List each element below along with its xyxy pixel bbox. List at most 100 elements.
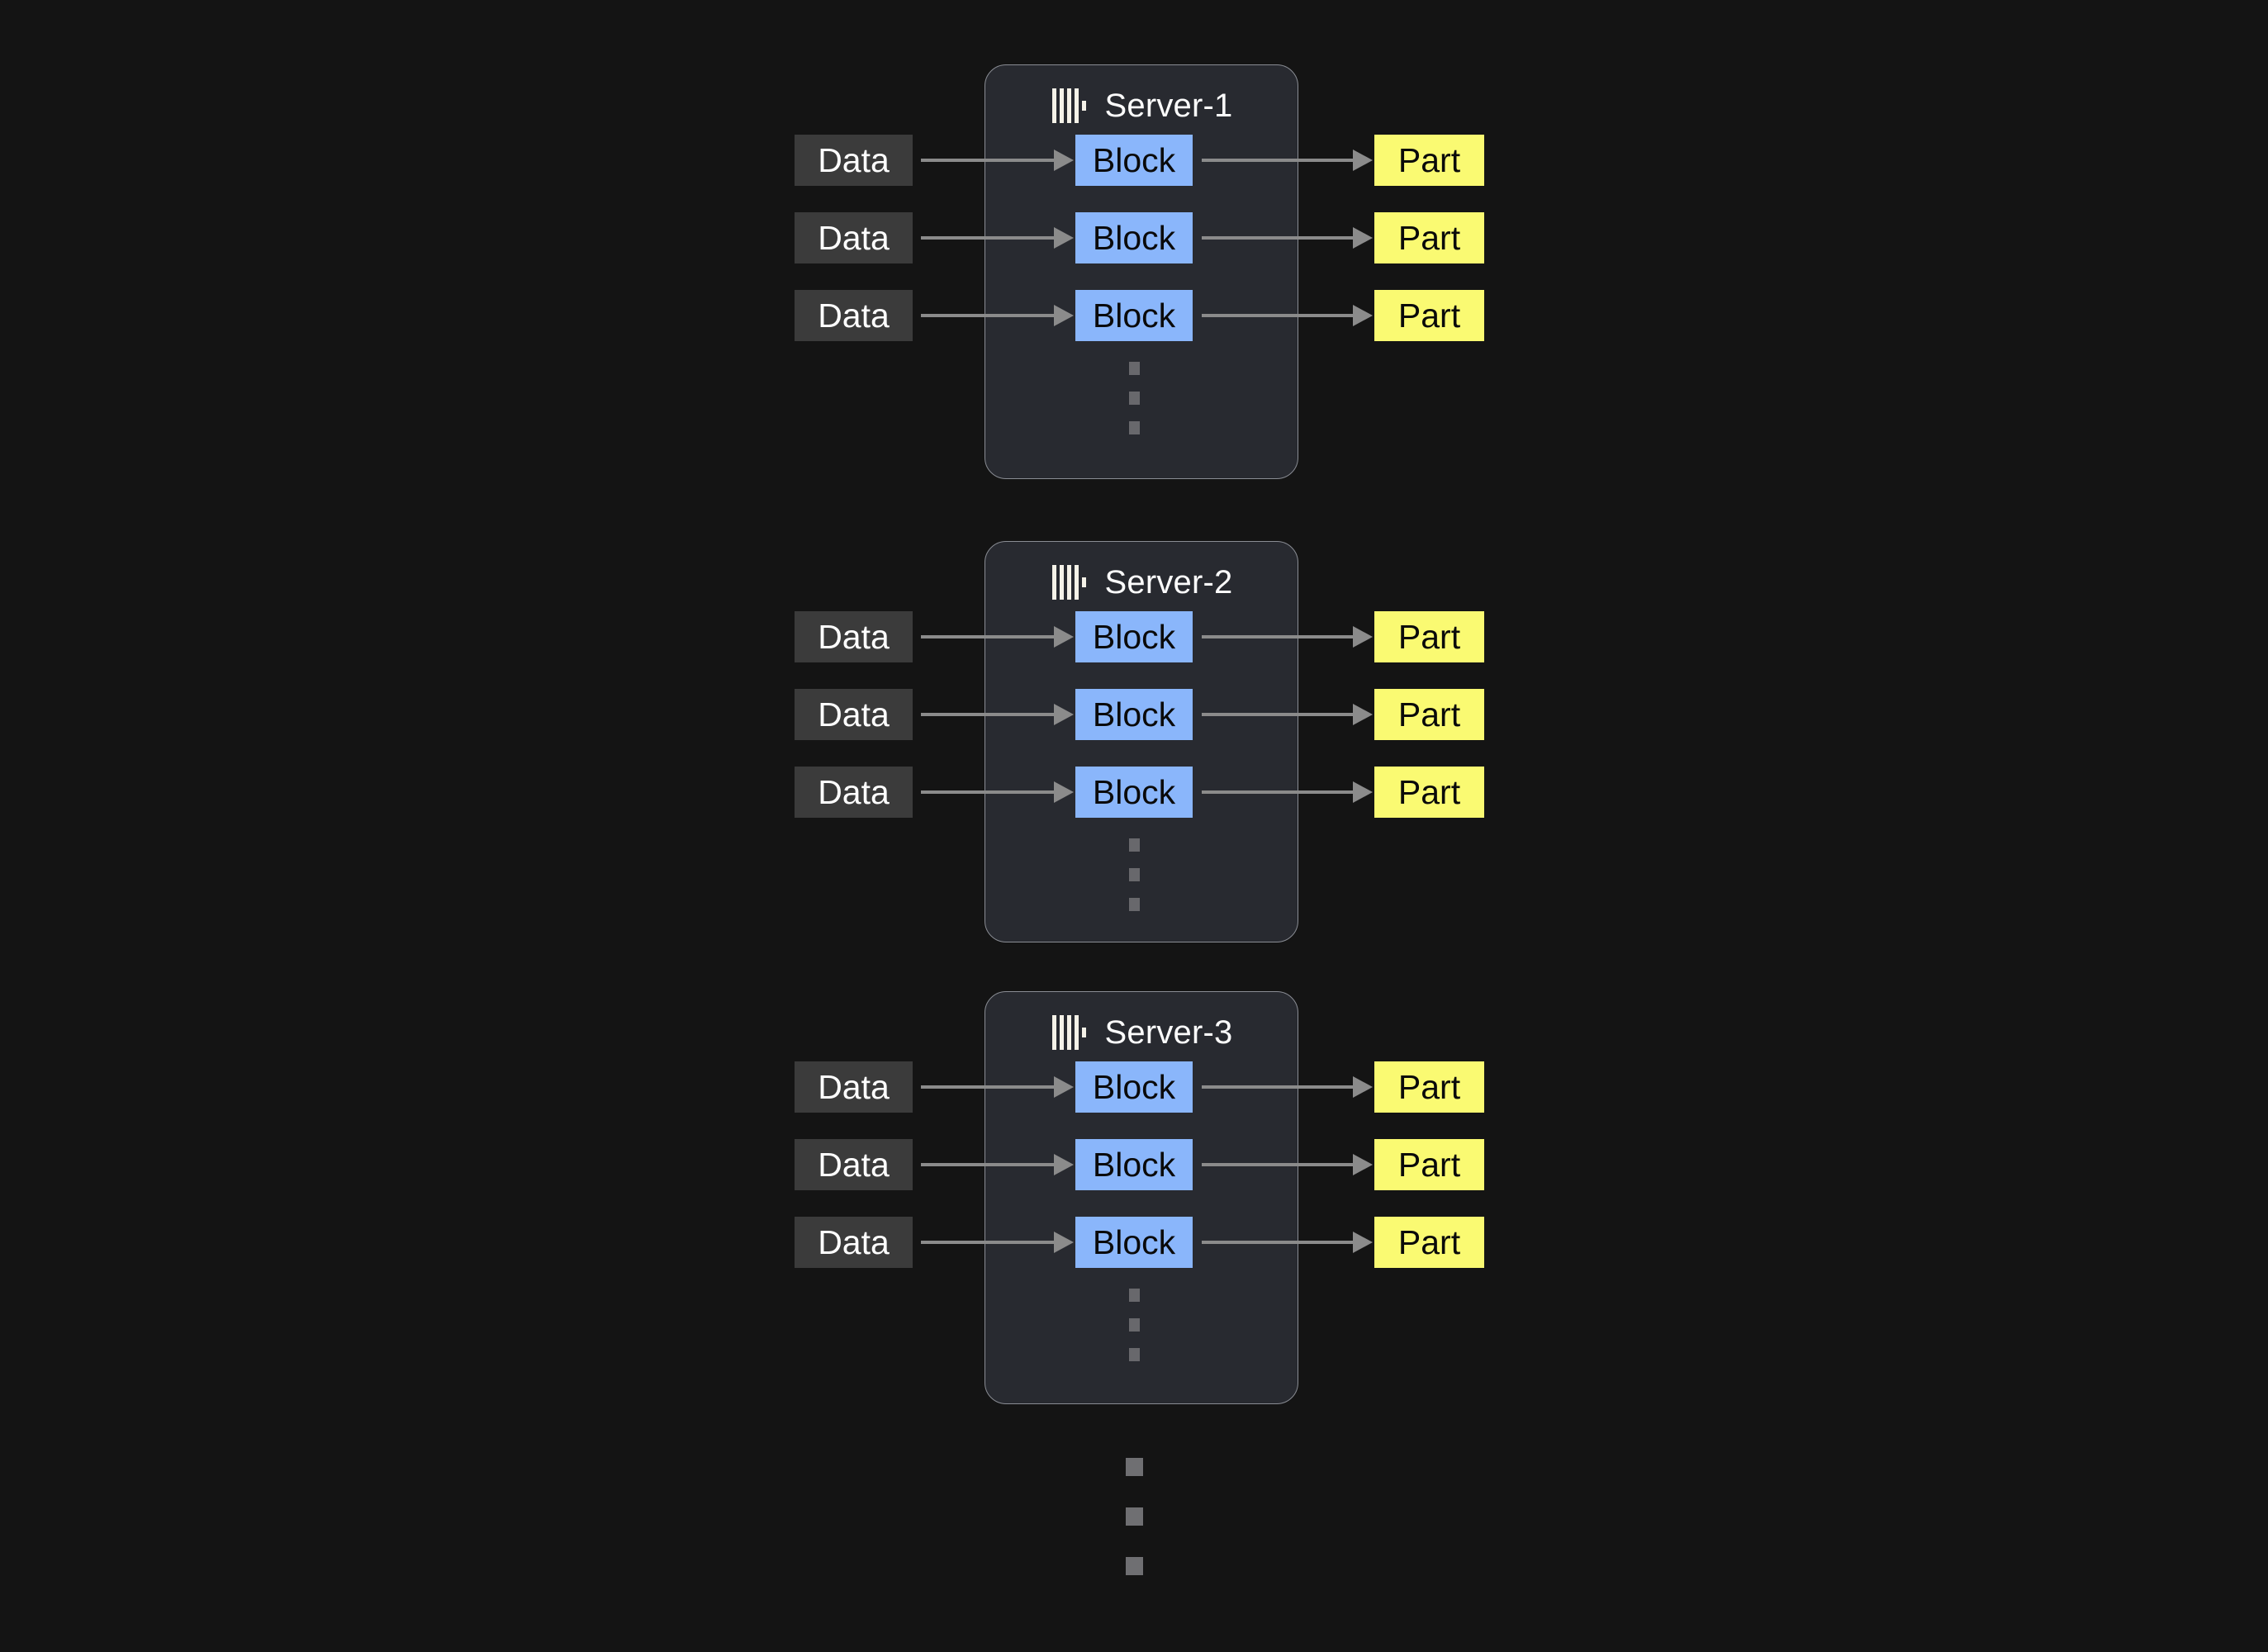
arrow-line [921,1163,1054,1166]
server-bars-icon [1051,88,1086,123]
ellipsis-dot [1128,868,1140,881]
part-box: Part [1374,767,1484,818]
server-header: Server-2 [985,563,1299,601]
data-box: Data [795,611,913,662]
block-box: Block [1075,290,1193,341]
part-box: Part [1374,135,1484,186]
arrow-data-to-block [921,305,1074,326]
arrow-line [1202,1163,1353,1166]
arrow-head [1054,150,1074,171]
arrow-line [1202,790,1353,794]
block-box: Block [1075,1061,1193,1113]
arrow-head [1054,1076,1074,1098]
block-box: Block [1075,212,1193,263]
block-box: Block [1075,767,1193,818]
arrow-data-to-block [921,1232,1074,1253]
data-box: Data [795,212,913,263]
ellipsis-dot [1128,898,1140,911]
ellipsis-dot [1128,1348,1140,1361]
ellipsis-dot [1128,838,1140,852]
server-panel-3[interactable]: Server-3 [985,991,1298,1404]
arrow-head [1054,626,1074,648]
ellipsis-dot [1128,1289,1140,1302]
arrow-head [1353,227,1373,249]
arrow-line [1202,1241,1353,1244]
arrow-head [1054,305,1074,326]
arrow-block-to-part [1202,305,1373,326]
ellipsis-dot [1128,1318,1140,1332]
arrow-data-to-block [921,150,1074,171]
server-title: Server-3 [1104,1014,1233,1051]
data-box: Data [795,1139,913,1190]
ellipsis-dot [1128,392,1140,405]
data-box: Data [795,767,913,818]
arrow-head [1054,1154,1074,1175]
block-box: Block [1075,611,1193,662]
server-title: Server-1 [1104,88,1233,124]
arrow-head [1353,1076,1373,1098]
block-box: Block [1075,135,1193,186]
arrow-head [1353,1232,1373,1253]
arrow-head [1353,305,1373,326]
arrow-head [1353,704,1373,725]
arrow-line [1202,1085,1353,1089]
arrow-line [921,236,1054,240]
arrow-line [921,314,1054,317]
arrow-line [1202,159,1353,162]
part-box: Part [1374,611,1484,662]
arrow-line [921,713,1054,716]
arrow-block-to-part [1202,150,1373,171]
arrow-data-to-block [921,1076,1074,1098]
server-panel-1[interactable]: Server-1 [985,64,1298,479]
arrow-block-to-part [1202,781,1373,803]
block-box: Block [1075,1217,1193,1268]
arrow-head [1353,1154,1373,1175]
ellipsis-dot [1125,1507,1143,1526]
arrow-data-to-block [921,227,1074,249]
arrow-line [1202,635,1353,638]
arrow-data-to-block [921,704,1074,725]
ellipsis-dot [1128,421,1140,434]
block-box: Block [1075,1139,1193,1190]
arrow-head [1353,626,1373,648]
block-box: Block [1075,689,1193,740]
arrow-line [1202,236,1353,240]
arrow-line [921,1085,1054,1089]
arrow-head [1054,781,1074,803]
arrow-data-to-block [921,781,1074,803]
part-box: Part [1374,689,1484,740]
arrow-block-to-part [1202,1076,1373,1098]
server-panel-2[interactable]: Server-2 [985,541,1298,942]
server-header: Server-3 [985,1014,1299,1051]
arrow-line [921,635,1054,638]
arrow-line [921,790,1054,794]
arrow-head [1054,1232,1074,1253]
data-box: Data [795,1061,913,1113]
arrow-block-to-part [1202,1232,1373,1253]
data-box: Data [795,290,913,341]
data-box: Data [795,689,913,740]
ellipsis-dot [1128,362,1140,375]
arrow-block-to-part [1202,626,1373,648]
arrow-line [1202,713,1353,716]
data-box: Data [795,135,913,186]
arrow-head [1054,704,1074,725]
server-bars-icon [1051,1015,1086,1050]
arrow-head [1353,150,1373,171]
server-title: Server-2 [1104,564,1233,601]
arrow-block-to-part [1202,704,1373,725]
arrow-line [1202,314,1353,317]
part-box: Part [1374,1139,1484,1190]
arrow-head [1054,227,1074,249]
arrow-data-to-block [921,1154,1074,1175]
arrow-block-to-part [1202,1154,1373,1175]
part-box: Part [1374,290,1484,341]
ellipsis-dot [1125,1557,1143,1575]
arrow-line [921,1241,1054,1244]
arrow-data-to-block [921,626,1074,648]
part-box: Part [1374,212,1484,263]
part-box: Part [1374,1217,1484,1268]
server-header: Server-1 [985,87,1299,125]
arrow-head [1353,781,1373,803]
